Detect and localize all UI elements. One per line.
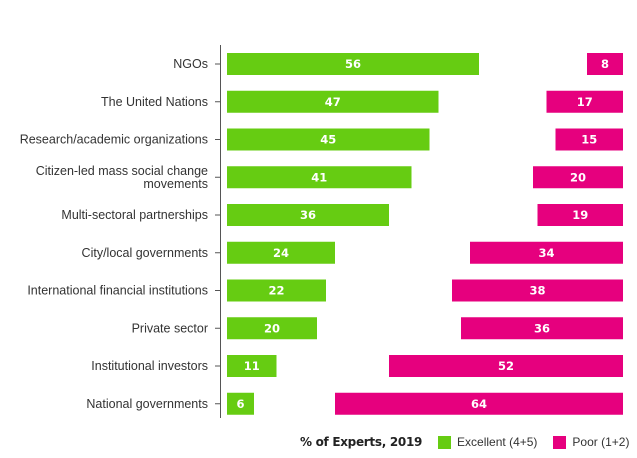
bar-excellent-citizen-led-mass-social-change-movements [227,166,412,189]
bar-poor-ngos [587,53,623,75]
legend-swatch-excellent [438,435,452,449]
category-label: Citizen-led mass social change [36,164,208,178]
value-label-excellent: 22 [268,284,284,298]
category-label: Research/academic organizations [20,133,208,147]
bar-poor-multi-sectoral-partnerships [537,204,623,226]
category-axis-ticks [215,63,221,405]
legend-item-excellent: Excellent (4+5) [438,435,537,449]
bars: 56 8 47 17 45 15 41 20 36 19 24 34 22 38 20 36 11 52 6 64 [227,53,623,415]
legend: % of Experts, 2019 Excellent (4+5) Poor … [300,433,637,451]
category-label: International financial institutions [27,284,208,298]
category-label: NGOs [173,57,208,71]
value-label-poor: 17 [577,95,593,109]
legend-label-excellent: Excellent (4+5) [457,435,538,449]
bar-excellent-institutional-investors [227,355,277,377]
bar-poor-national-governments [335,392,623,415]
bar-excellent-ngos [227,53,479,75]
bar-poor-institutional-investors [389,355,623,377]
legend-label-poor: Poor (1+2) [572,435,630,449]
value-label-poor: 64 [471,397,487,411]
category-label: City/local governments [82,246,208,260]
bar-excellent-private-sector [227,317,317,340]
value-label-poor: 34 [538,246,554,260]
value-label-excellent: 45 [320,133,336,147]
bar-chart: NGOs The United Nations Research/academic … [20,45,623,418]
value-label-poor: 52 [498,359,514,373]
bar-excellent-national-governments [227,392,254,415]
value-label-excellent: 56 [345,57,361,71]
value-label-poor: 15 [581,133,597,147]
value-label-excellent: 47 [325,95,341,109]
value-label-poor: 19 [572,208,588,222]
bar-excellent-multi-sectoral-partnerships [227,204,389,226]
bar-poor-citizen-led-mass-social-change-movements [533,166,623,189]
category-label: The United Nations [101,95,208,109]
value-label-excellent: 20 [264,321,280,335]
value-label-excellent: 11 [244,359,260,373]
bar-poor-research-academic-organizations [555,128,623,151]
bar-poor-international-financial-institutions [452,279,623,302]
bar-poor-the-united-nations [546,90,623,113]
legend-swatch-poor [553,435,567,449]
value-label-excellent: 41 [311,170,327,184]
value-label-excellent: 36 [300,208,316,222]
category-label: National governments [86,397,208,411]
value-label-poor: 8 [601,57,609,71]
bar-excellent-city-local-governments [227,241,335,264]
bar-poor-private-sector [461,317,623,340]
category-labels: NGOs The United Nations Research/academic … [20,57,208,411]
value-label-poor: 36 [534,321,550,335]
category-label: movements [143,177,208,191]
legend-item-poor: Poor (1+2) [553,435,629,449]
value-label-poor: 20 [570,170,586,184]
value-label-poor: 38 [529,284,545,298]
bar-excellent-international-financial-institutions [227,279,326,302]
value-label-excellent: 6 [236,397,244,411]
category-label: Multi-sectoral partnerships [61,208,208,222]
category-label: Institutional investors [91,359,208,373]
bar-poor-city-local-governments [470,241,623,264]
category-label: Private sector [132,321,208,335]
value-label-excellent: 24 [273,246,289,260]
bar-excellent-the-united-nations [227,90,439,113]
bar-excellent-research-academic-organizations [227,128,430,151]
legend-title: % of Experts, 2019 [300,435,423,449]
